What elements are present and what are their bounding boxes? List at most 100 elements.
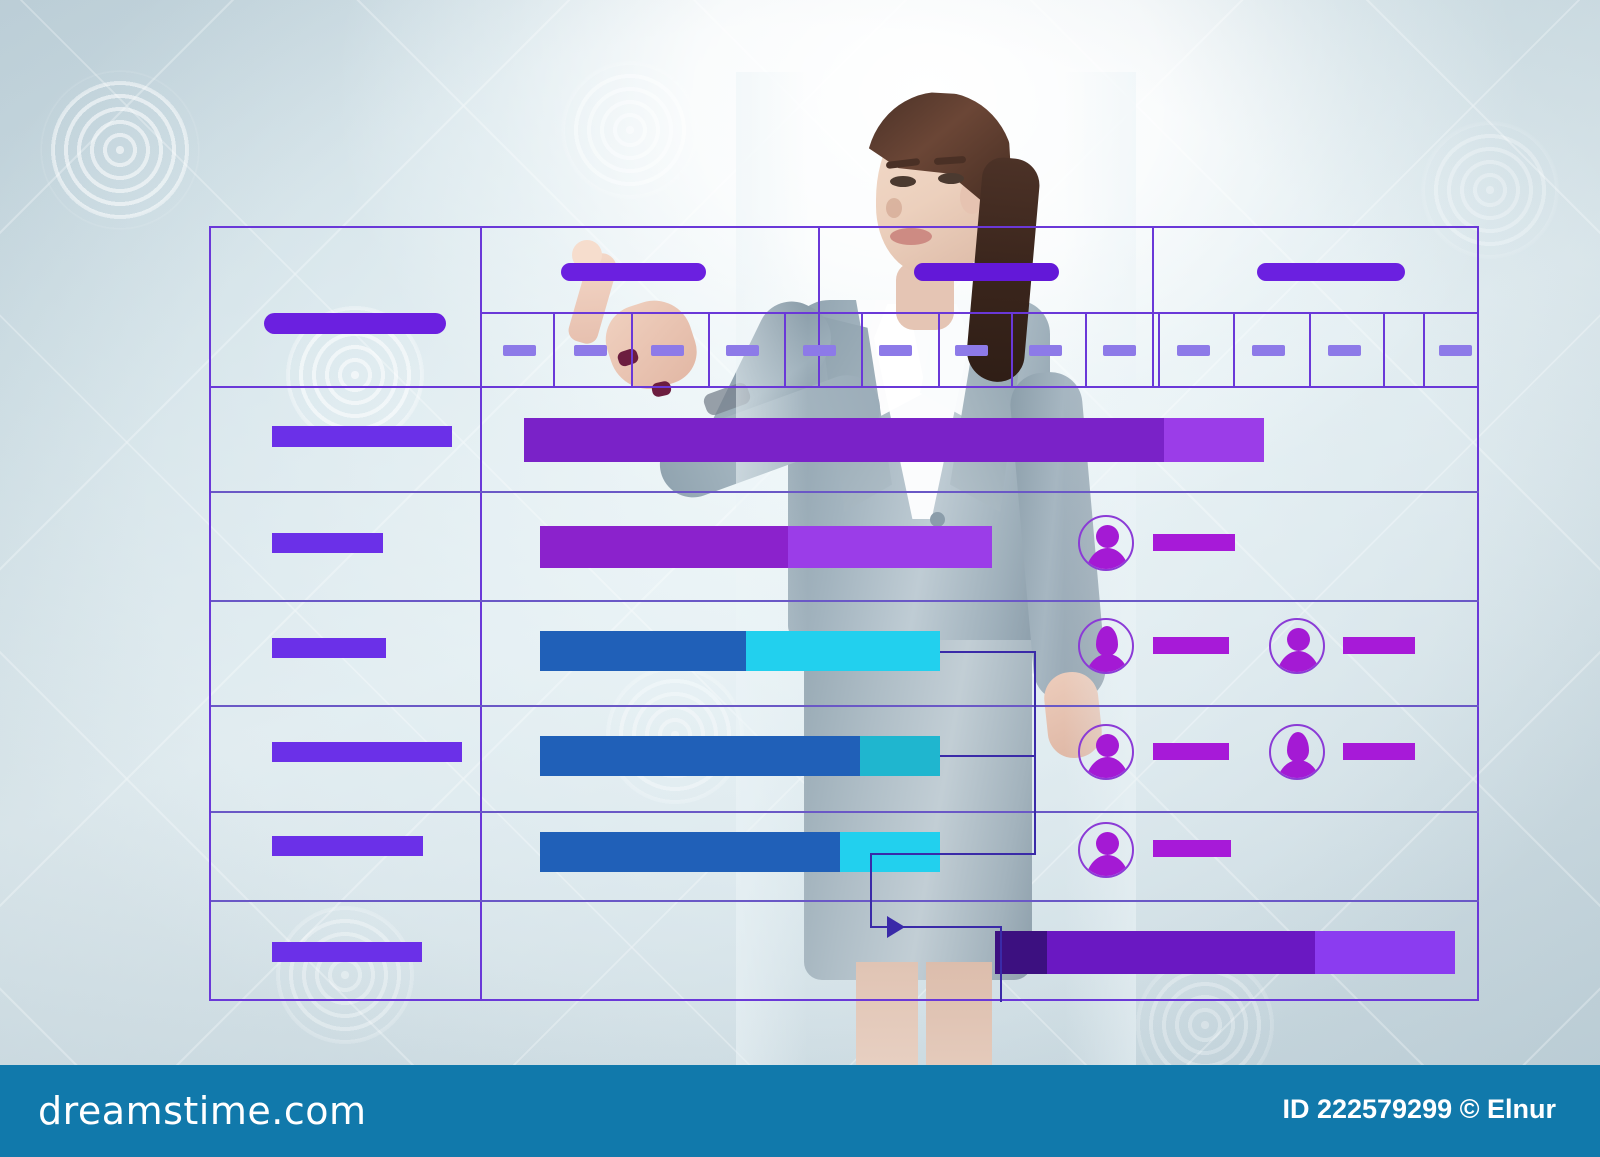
subcol-divider [1423, 314, 1425, 386]
timeline-tick-label [879, 345, 912, 356]
dreamstime-logo-text: dreamstime.com [38, 1089, 367, 1133]
gantt-bar-row-3-complete [540, 631, 746, 671]
gantt-bar-row-5-complete [540, 832, 840, 872]
eye-right [938, 173, 964, 184]
gantt-bar-row-6-complete [1047, 931, 1315, 974]
subcol-divider [708, 314, 710, 386]
dependency-link-4-to-5-h [940, 853, 1036, 855]
subcol-divider [1085, 314, 1087, 386]
avatar-body-icon [1085, 757, 1130, 778]
eye-left [890, 176, 916, 187]
task-label-row-6 [272, 942, 422, 962]
task-label-row-2 [272, 533, 383, 553]
subcol-divider [1011, 314, 1013, 386]
task-label-row-1 [272, 426, 452, 447]
subcol-divider [1309, 314, 1311, 386]
subcol-divider [1158, 314, 1160, 386]
grid-hline-row-2 [211, 600, 1479, 602]
subcol-divider [861, 314, 863, 386]
image-credit: ID 222579299 © Elnur [1282, 1094, 1556, 1124]
gantt-bar-row-1-complete [524, 418, 1164, 462]
avatar-head-icon [1096, 525, 1119, 548]
gantt-bar-row-4-remaining [860, 736, 940, 776]
gantt-bar-row-5-remaining [840, 832, 940, 872]
gantt-bar-row-6[interactable] [995, 931, 1455, 974]
assignee-name-row-3-a [1153, 637, 1229, 654]
watermark-footer: dreamstime.com ID 222579299 © Elnur [0, 1065, 1600, 1157]
task-column-header-title [264, 313, 446, 334]
assignee-name-row-5 [1153, 840, 1231, 857]
dependency-link-5-to-6-h2 [870, 926, 1002, 928]
avatar-row-4-a[interactable] [1078, 724, 1134, 780]
grid-vline-task-column [480, 228, 482, 999]
timeline-tick-label [803, 345, 836, 356]
gantt-bar-row-2[interactable] [540, 526, 992, 568]
subcol-divider [1383, 314, 1385, 386]
subcol-divider [553, 314, 555, 386]
timeline-tick-label [574, 345, 607, 356]
watermark-spiral [1420, 120, 1560, 260]
dreamstime-logo: dreamstime.com [38, 1089, 366, 1133]
dependency-link-3-to-4-v [1034, 651, 1036, 757]
watermark-spiral [560, 60, 700, 200]
timeline-tick-label [726, 345, 759, 356]
avatar-body-icon [1276, 760, 1321, 778]
avatar-body-icon [1276, 651, 1321, 672]
gantt-bar-row-4[interactable] [540, 736, 940, 776]
grid-hline-row-5 [211, 900, 1479, 902]
gantt-bar-row-2-remaining [788, 526, 992, 568]
avatar-head-icon [1096, 734, 1119, 757]
timeline-tick-label [1029, 345, 1062, 356]
timeline-group-3-title [1257, 263, 1405, 281]
assignee-name-row-3-b [1343, 637, 1415, 654]
subcol-divider [480, 314, 482, 386]
avatar-row-3-a[interactable] [1078, 618, 1134, 674]
grid-vline-group-2 [818, 228, 820, 386]
gantt-bar-row-6-remaining [1315, 931, 1455, 974]
gantt-bar-row-4-complete [540, 736, 860, 776]
nose [886, 198, 902, 218]
gantt-bar-row-3[interactable] [540, 631, 940, 671]
dependency-link-5-to-6-h1 [870, 853, 942, 855]
avatar-head-icon [1096, 832, 1119, 855]
timeline-tick-label [1439, 345, 1472, 356]
timeline-tick-label [1328, 345, 1361, 356]
assignee-name-row-2 [1153, 534, 1235, 551]
subcol-divider [784, 314, 786, 386]
gantt-bar-row-1-remaining [1164, 418, 1264, 462]
avatar-row-5[interactable] [1078, 822, 1134, 878]
timeline-tick-label [1252, 345, 1285, 356]
avatar-row-3-b[interactable] [1269, 618, 1325, 674]
timeline-tick-label [955, 345, 988, 356]
avatar-head-icon [1287, 628, 1310, 651]
dependency-link-4-in [940, 755, 1036, 757]
avatar-body-icon [1085, 855, 1130, 876]
subcol-divider [631, 314, 633, 386]
gantt-bar-row-1[interactable] [524, 418, 1264, 462]
avatar-head-female-icon [1096, 626, 1118, 656]
grid-hline-row-3 [211, 705, 1479, 707]
assignee-name-row-4-a [1153, 743, 1229, 760]
watermark-spiral [270, 900, 420, 1050]
task-label-row-5 [272, 836, 423, 856]
timeline-tick-label [503, 345, 536, 356]
watermark-spiral [600, 660, 750, 810]
dependency-arrow-icon [887, 916, 905, 938]
avatar-row-2[interactable] [1078, 515, 1134, 571]
task-label-row-3 [272, 638, 386, 658]
gantt-chart[interactable] [209, 226, 1479, 1002]
avatar-head-female-icon [1287, 732, 1309, 762]
grid-hline-row-4 [211, 811, 1479, 813]
assignee-name-row-4-b [1343, 743, 1415, 760]
gantt-bar-row-5[interactable] [540, 832, 940, 872]
timeline-group-1-title [561, 263, 706, 281]
grid-vline-group-3 [1152, 228, 1154, 386]
timeline-tick-label [1177, 345, 1210, 356]
avatar-row-4-b[interactable] [1269, 724, 1325, 780]
subcol-divider [1233, 314, 1235, 386]
timeline-tick-label [1103, 345, 1136, 356]
dependency-link-5-to-6-v1 [870, 853, 872, 928]
grid-hline-header-split [480, 312, 1479, 314]
gantt-bar-row-2-complete [540, 526, 788, 568]
